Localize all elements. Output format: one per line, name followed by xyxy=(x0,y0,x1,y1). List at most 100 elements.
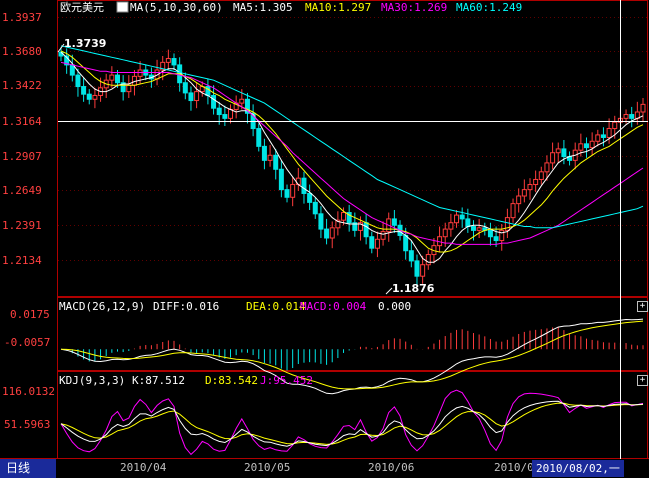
candle-body xyxy=(92,94,98,100)
candle-body xyxy=(244,98,250,114)
kdj-j: J:95.452 xyxy=(260,374,313,387)
candle-body xyxy=(261,145,267,161)
kdj-k: K:87.512 xyxy=(132,374,185,387)
candle-body xyxy=(335,219,341,229)
candle-body xyxy=(414,260,420,277)
y-tick-0: 1.3937 xyxy=(2,11,42,24)
ma-settings-icon[interactable] xyxy=(116,1,129,13)
candle-body xyxy=(544,162,550,173)
candle-body xyxy=(420,264,426,277)
y-tick-2: 1.3422 xyxy=(2,79,42,92)
candle-body xyxy=(75,74,81,88)
macd-zero: 0.000 xyxy=(378,300,411,313)
candle-body xyxy=(216,107,222,116)
j-line xyxy=(60,389,644,456)
dea-line xyxy=(60,320,644,390)
date-label-3: 2010/0 xyxy=(494,461,534,474)
y-tick-7: 1.2134 xyxy=(2,254,42,267)
candle-body xyxy=(278,168,284,191)
candle-body xyxy=(493,236,499,242)
macd-series xyxy=(60,318,644,395)
candle-body xyxy=(295,177,301,186)
candle-body xyxy=(465,218,471,228)
candle-body xyxy=(538,171,544,180)
date-label-1: 2010/05 xyxy=(244,461,291,474)
candle-body xyxy=(521,189,527,197)
candle-body xyxy=(454,214,460,224)
candle-body xyxy=(86,93,92,100)
candle-body xyxy=(284,189,290,198)
macd-y-tick-1: -0.0057 xyxy=(4,336,50,349)
candle-body xyxy=(165,58,171,63)
candle-body xyxy=(533,178,539,186)
candle-body xyxy=(273,154,279,170)
date-label-0: 2010/04 xyxy=(120,461,167,474)
candle-body xyxy=(290,184,296,198)
candle-body xyxy=(470,226,476,231)
candle-body xyxy=(312,201,318,215)
candle-body xyxy=(301,177,307,194)
candle-body xyxy=(69,64,75,76)
kdj-d: D:83.542 xyxy=(205,374,258,387)
candle-body xyxy=(476,227,482,231)
y-tick-3: 1.3164 xyxy=(2,115,42,128)
candle-body xyxy=(380,231,386,240)
candle-body xyxy=(527,184,533,191)
macd-y-tick-0: 0.0175 xyxy=(10,308,50,321)
candle-body xyxy=(324,228,330,239)
candle-body xyxy=(307,192,313,203)
candle-body xyxy=(81,86,87,95)
candle-body xyxy=(188,92,194,102)
ma30-value: MA30:1.269 xyxy=(381,1,447,14)
candle-body xyxy=(583,143,589,149)
candle-body xyxy=(510,203,516,219)
ma30-line xyxy=(60,61,644,245)
kdj-y-tick-1: 51.5963 xyxy=(4,418,50,431)
candle-body xyxy=(403,234,409,252)
macd-dea: DEA:0.014 xyxy=(246,300,306,313)
y-tick-4: 1.2907 xyxy=(2,150,42,163)
candle-body xyxy=(160,61,166,71)
kdj-series xyxy=(60,389,644,456)
candle-body xyxy=(600,134,606,138)
candle-body xyxy=(211,94,217,109)
y-tick-5: 1.2649 xyxy=(2,184,42,197)
candle-body xyxy=(329,227,335,239)
candle-body xyxy=(137,69,143,77)
ma5-value: MA5:1.305 xyxy=(233,1,293,14)
ma10-value: MA10:1.297 xyxy=(305,1,371,14)
d-line xyxy=(60,402,644,445)
candle-body xyxy=(459,214,465,220)
candle-body xyxy=(550,152,556,164)
candle-body xyxy=(126,84,132,93)
kdj-expand-button[interactable]: + xyxy=(637,375,648,386)
macd-expand-button[interactable]: + xyxy=(637,301,648,312)
candle-body xyxy=(408,250,414,262)
candle-body xyxy=(222,114,228,119)
candle-body xyxy=(115,74,121,84)
candlestick-series xyxy=(58,47,646,287)
candle-body xyxy=(109,74,115,81)
candle-body xyxy=(391,218,397,226)
high-label: 1.3739 xyxy=(64,37,106,50)
macd-title: MACD(26,12,9) xyxy=(59,300,145,313)
ma-label: MA(5,10,30,60) xyxy=(130,1,223,14)
symbol-name: 欧元美元 xyxy=(60,1,104,14)
candle-body xyxy=(267,154,273,161)
date-label-2: 2010/06 xyxy=(368,461,415,474)
candle-body xyxy=(239,98,245,104)
kdj-title: KDJ(9,3,3) xyxy=(59,374,125,387)
period-tab-daily[interactable]: 日线 xyxy=(0,459,56,478)
candle-body xyxy=(623,114,629,119)
cursor-date-label: 2010/08/02,一 xyxy=(532,460,624,477)
ma10-line xyxy=(60,50,644,253)
candle-body xyxy=(448,222,454,230)
low-label: 1.1876 xyxy=(392,282,435,295)
high-marker-line xyxy=(57,43,65,53)
candle-body xyxy=(341,212,347,221)
k-line xyxy=(60,400,644,447)
low-marker-line xyxy=(385,287,393,295)
candle-body xyxy=(352,222,358,231)
candle-body xyxy=(182,82,188,94)
